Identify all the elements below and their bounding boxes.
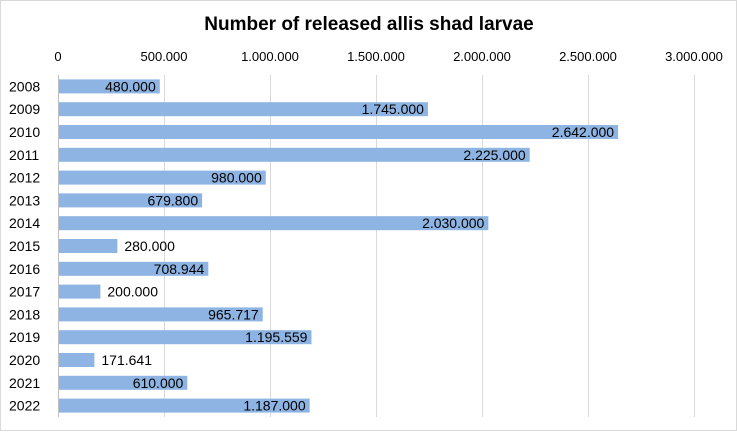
x-axis-ticks: 0 500.000 1.000.000 1.500.000 2.000.000 2.500… [54, 49, 723, 64]
bar-2022 [59, 398, 310, 413]
chart-title: Number of released allis shad larvae [204, 14, 534, 35]
category-label: 2013 [9, 192, 40, 208]
data-label: 980.000 [211, 170, 262, 186]
data-label: 708.944 [154, 261, 205, 277]
bars [59, 79, 619, 413]
bar-2016 [59, 261, 209, 276]
bar-2013 [59, 193, 203, 208]
category-label: 2015 [9, 238, 40, 254]
y-axis-categories: 2008 2009 2010 2011 2012 2013 2014 2015 2016 2017… [9, 78, 40, 413]
category-label: 2021 [9, 375, 40, 391]
data-label: 2.642.000 [552, 124, 614, 140]
x-tick-label: 2.000.000 [453, 49, 511, 64]
data-label: 280.000 [124, 238, 175, 254]
x-tick-label: 500.000 [141, 49, 188, 64]
x-tick-label: 3.000.000 [665, 49, 723, 64]
data-label: 2.030.000 [422, 215, 484, 231]
data-labels: 480.000 1.745.000 2.642.000 2.225.000 980.00… [101, 78, 614, 413]
data-label: 610.000 [133, 375, 184, 391]
category-label: 2020 [9, 352, 40, 368]
category-label: 2010 [9, 124, 40, 140]
data-label: 1.187.000 [243, 398, 305, 414]
bar-2012 [59, 170, 266, 185]
bar-2010 [59, 125, 619, 139]
data-label: 679.800 [148, 192, 199, 208]
category-label: 2018 [9, 306, 40, 322]
data-label: 1.745.000 [362, 101, 424, 117]
category-label: 2017 [9, 284, 40, 300]
bar-2011 [59, 147, 530, 162]
data-label: 1.195.559 [245, 329, 307, 345]
x-tick-label: 1.000.000 [241, 49, 299, 64]
category-label: 2019 [9, 329, 40, 345]
category-label: 2008 [9, 78, 40, 94]
data-label: 965.717 [208, 306, 259, 322]
x-tick-label: 2.500.000 [559, 49, 617, 64]
bar-2020 [59, 353, 95, 367]
category-label: 2022 [9, 398, 40, 414]
bar-2014 [59, 216, 489, 231]
bar-2019 [59, 330, 312, 345]
x-tick-label: 0 [54, 49, 61, 64]
category-label: 2014 [9, 215, 40, 231]
bar-2017 [59, 284, 101, 299]
data-label: 480.000 [105, 78, 156, 94]
category-label: 2012 [9, 170, 40, 186]
category-label: 2009 [9, 101, 40, 117]
bar-2018 [59, 307, 263, 322]
bar-2021 [59, 375, 188, 390]
data-label: 2.225.000 [463, 147, 525, 163]
data-label: 200.000 [107, 284, 158, 300]
bar-2015 [59, 239, 118, 253]
x-tick-label: 1.500.000 [347, 49, 405, 64]
data-label: 171.641 [101, 352, 152, 368]
bar-2008 [59, 79, 160, 94]
category-label: 2011 [9, 147, 39, 163]
category-label: 2016 [9, 261, 40, 277]
bar-2009 [59, 102, 428, 117]
